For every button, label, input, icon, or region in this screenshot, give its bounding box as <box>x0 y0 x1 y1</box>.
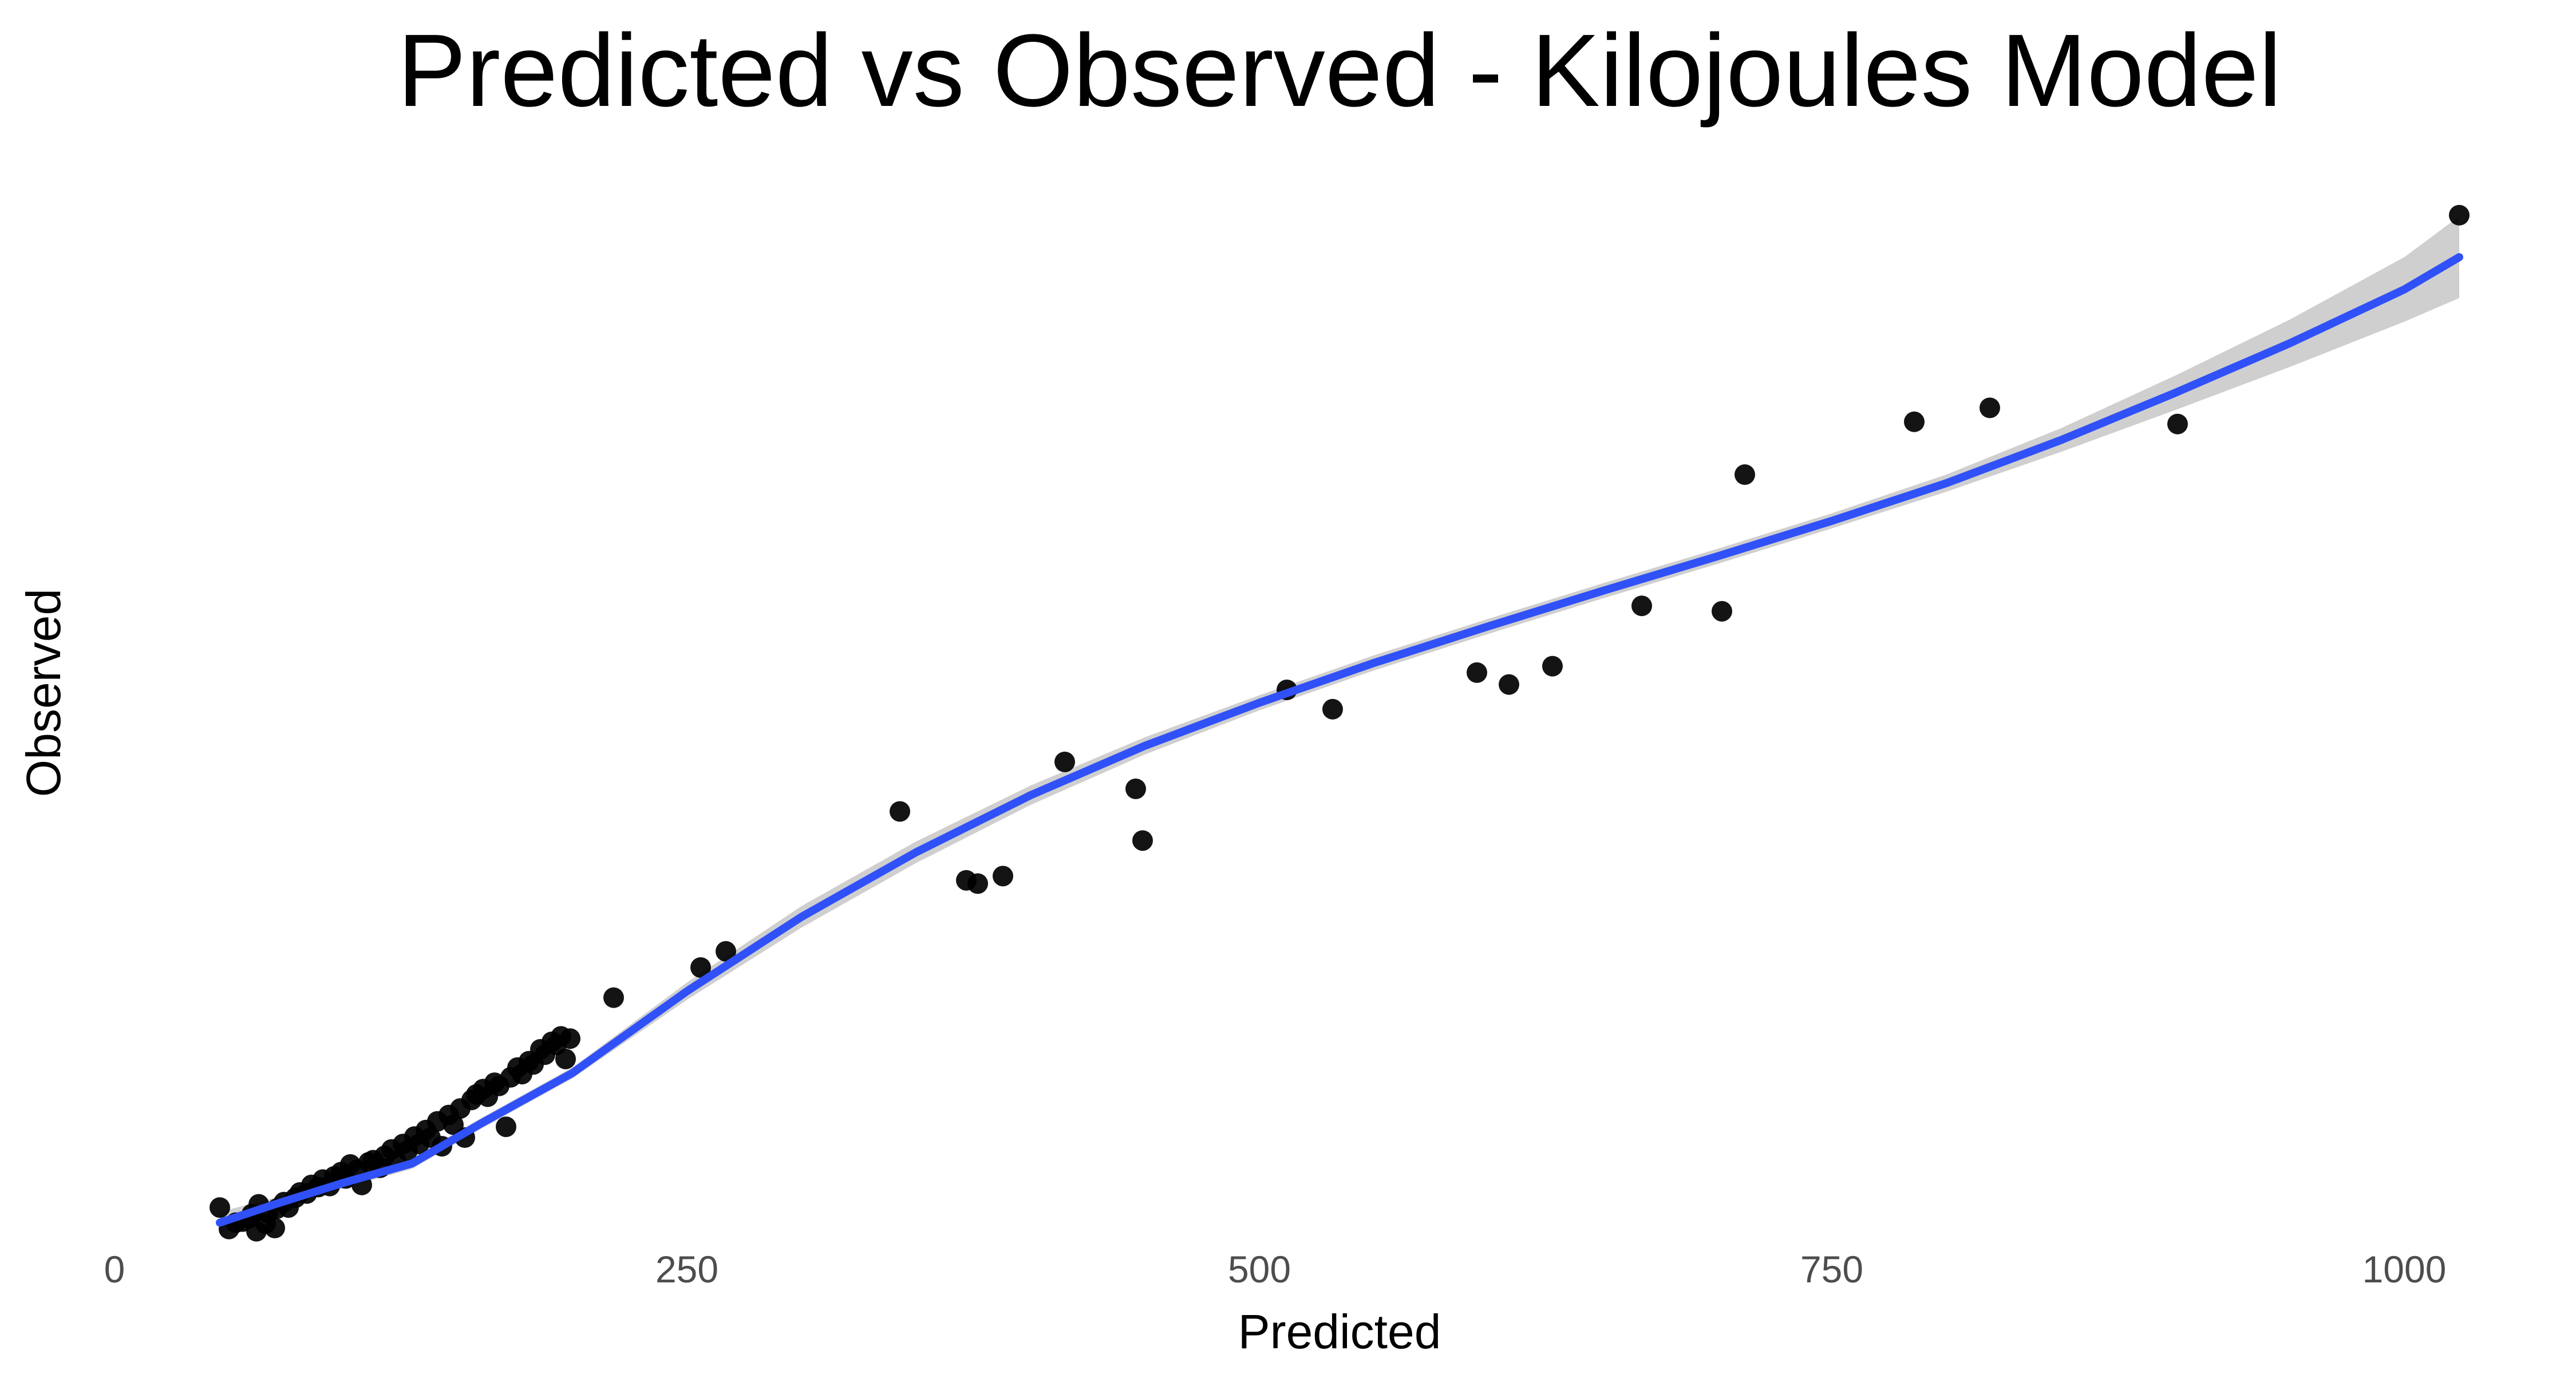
data-point <box>716 941 736 962</box>
data-point <box>1322 698 1343 720</box>
data-point <box>1980 397 2000 418</box>
data-point <box>690 957 711 978</box>
x-tick-label: 750 <box>1800 1248 1863 1290</box>
data-point <box>1125 778 1146 799</box>
data-point <box>264 1218 285 1238</box>
chart-title: Predicted vs Observed - Kilojoules Model <box>397 13 2282 128</box>
data-point <box>1132 830 1153 851</box>
data-point <box>1467 662 1487 683</box>
data-point <box>1904 411 1925 432</box>
data-point <box>967 873 988 894</box>
x-tick-label: 500 <box>1228 1248 1291 1290</box>
x-axis-label: Predicted <box>1238 1305 1441 1359</box>
y-axis-label: Observed <box>17 589 70 797</box>
data-point <box>1735 464 1755 485</box>
data-point <box>2167 413 2188 435</box>
x-tick-label: 0 <box>104 1248 125 1290</box>
x-tick-label: 1000 <box>2362 1248 2447 1290</box>
plot-area <box>210 204 2470 1242</box>
data-point <box>1499 674 1519 695</box>
data-point <box>2449 204 2470 226</box>
data-point <box>1542 656 1563 677</box>
data-point <box>1712 601 1732 622</box>
data-point <box>993 866 1013 887</box>
x-tick-label: 250 <box>655 1248 718 1290</box>
data-point <box>210 1197 230 1218</box>
data-point <box>1054 751 1075 772</box>
data-point <box>1631 595 1652 617</box>
data-point <box>555 1048 576 1069</box>
data-point <box>890 801 910 822</box>
data-point <box>560 1028 580 1049</box>
data-point <box>603 987 624 1008</box>
smooth-fit-line <box>216 253 2463 1227</box>
x-axis-ticks: 0 250 500 750 1000 <box>104 1248 2447 1290</box>
data-point <box>496 1116 516 1138</box>
